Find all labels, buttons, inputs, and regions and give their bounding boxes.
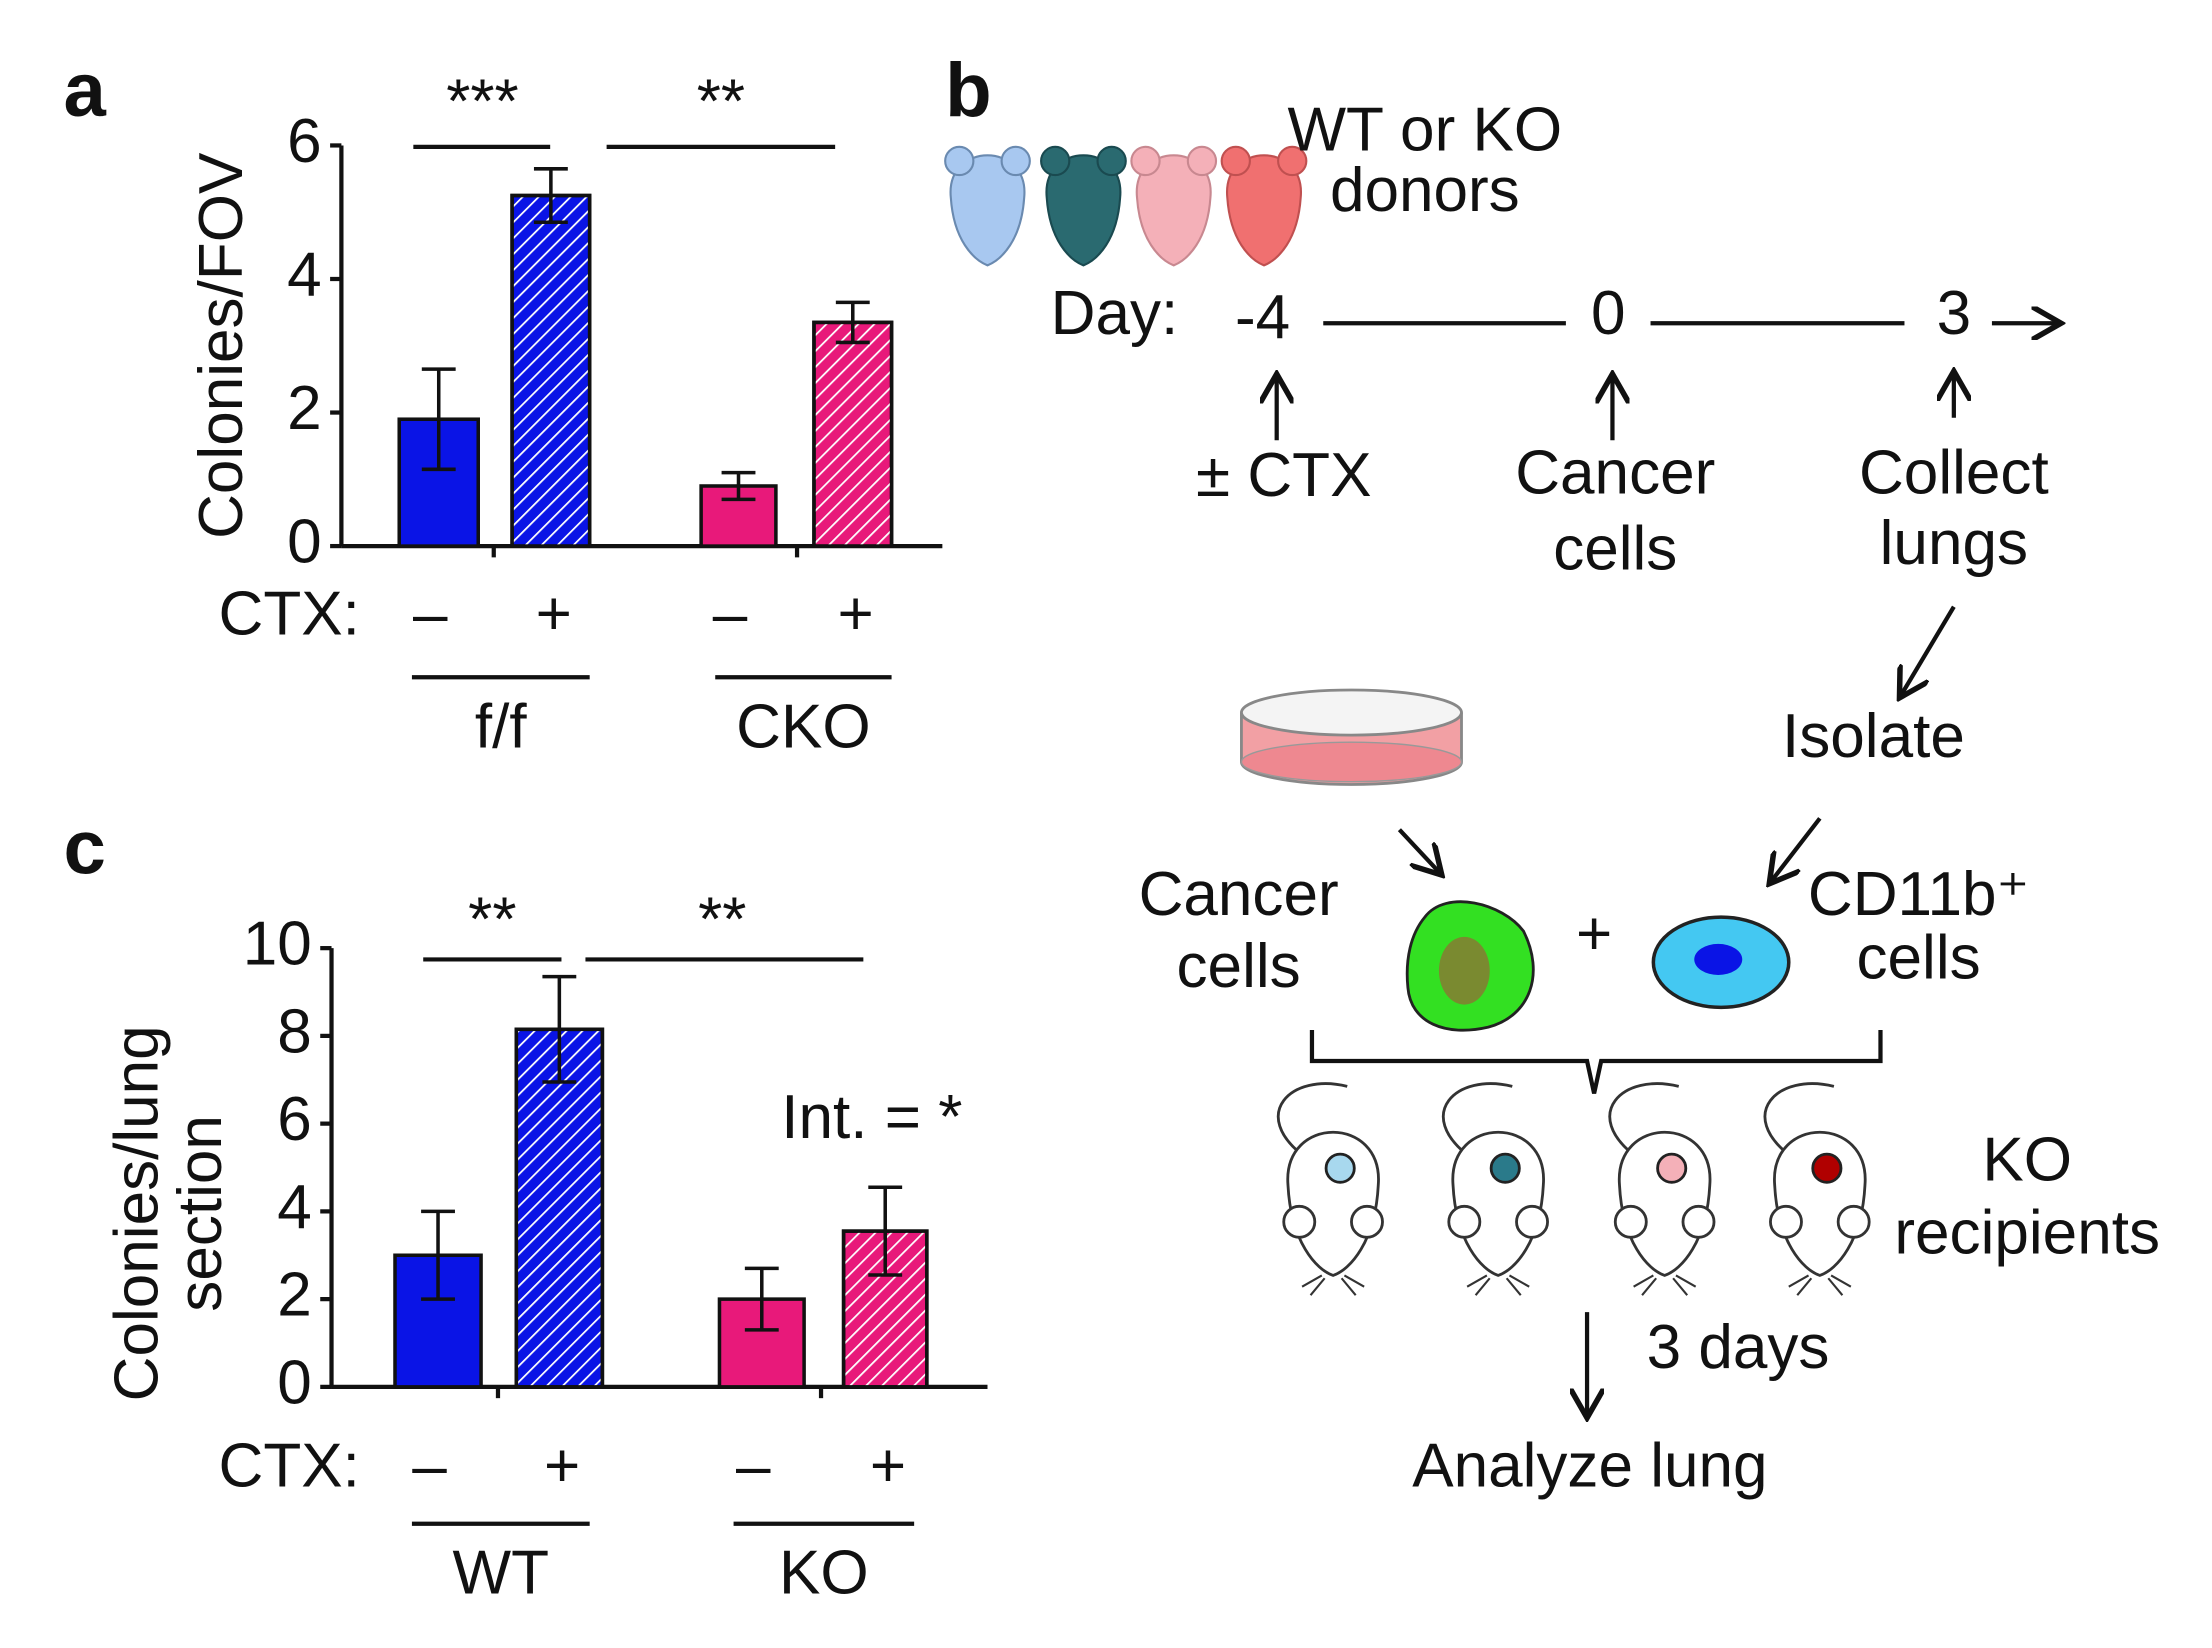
culture-dish bbox=[1240, 688, 1463, 786]
bar-hatch bbox=[510, 193, 592, 548]
x-tick-label: – bbox=[412, 1431, 447, 1500]
error-bar bbox=[721, 470, 756, 502]
recipients-label: KO bbox=[1982, 1125, 2072, 1194]
error-bar bbox=[868, 1185, 903, 1277]
donors-label: donors bbox=[1330, 156, 1520, 225]
recipient-mice bbox=[1276, 1082, 1871, 1297]
cancer-cell bbox=[1405, 900, 1535, 1032]
y-tick-label: 10 bbox=[243, 910, 312, 979]
cd11b-label: CD11b⁺ bbox=[1808, 860, 2029, 929]
step-label: Cancer bbox=[1515, 438, 1715, 507]
cancer-cells-label: cells bbox=[1177, 932, 1301, 1001]
plus: + bbox=[1576, 900, 1612, 969]
group-label: f/f bbox=[475, 692, 527, 761]
y-tick-label: 6 bbox=[287, 107, 322, 176]
significance-label: ** bbox=[698, 886, 746, 955]
error-bar bbox=[744, 1266, 779, 1332]
error-bar bbox=[421, 1209, 455, 1301]
step-label: ± CTX bbox=[1196, 441, 1371, 510]
step-label: lungs bbox=[1880, 509, 2028, 578]
arrow bbox=[1772, 817, 1822, 880]
bar-hatch bbox=[514, 1027, 605, 1389]
y-tick-label: 6 bbox=[277, 1085, 312, 1154]
bar-hatch bbox=[812, 320, 894, 548]
error-bar bbox=[542, 974, 577, 1084]
annotation: Int. = * bbox=[781, 1083, 962, 1152]
error-bar bbox=[835, 300, 870, 345]
y-axis-label: Colonies/lung bbox=[102, 1025, 171, 1401]
y-tick-label: 8 bbox=[277, 997, 312, 1066]
day: 3 bbox=[1937, 279, 1972, 348]
duration-label: 3 days bbox=[1647, 1313, 1830, 1382]
x-tick-label: + bbox=[544, 1431, 580, 1500]
day-label: Day: bbox=[1051, 279, 1179, 348]
day: -4 bbox=[1235, 283, 1290, 352]
x-tick-label: + bbox=[870, 1431, 906, 1500]
error-bar bbox=[421, 367, 456, 472]
significance-label: ** bbox=[468, 886, 516, 955]
error-bar bbox=[533, 167, 568, 224]
significance-label: *** bbox=[446, 67, 518, 136]
step-label: cells bbox=[1553, 515, 1677, 584]
donor-mice bbox=[944, 145, 1308, 267]
donors-label: WT or KO bbox=[1287, 96, 1562, 165]
y-tick-label: 2 bbox=[287, 374, 322, 443]
panel-label: b bbox=[945, 48, 992, 133]
step-label: Collect bbox=[1859, 438, 2049, 507]
y-tick-label: 2 bbox=[277, 1261, 312, 1330]
panel-label: c bbox=[63, 806, 105, 891]
y-axis-label: section bbox=[166, 1115, 235, 1312]
day: 0 bbox=[1591, 279, 1626, 348]
arrow bbox=[1397, 828, 1439, 872]
x-tick-label: – bbox=[713, 579, 748, 648]
x-tick-label: – bbox=[736, 1431, 771, 1500]
cancer-cells-label: Cancer bbox=[1139, 860, 1339, 929]
y-axis-label: Colonies/FOV bbox=[187, 152, 256, 539]
y-tick-label: 0 bbox=[287, 507, 322, 576]
y-tick-label: 0 bbox=[277, 1348, 312, 1417]
analyze-label: Analyze lung bbox=[1412, 1431, 1767, 1500]
group-label: WT bbox=[453, 1539, 550, 1608]
x-prefix: CTX: bbox=[219, 579, 360, 648]
isolate-label: Isolate bbox=[1782, 702, 1965, 771]
brace bbox=[1309, 1029, 1883, 1094]
y-tick-label: 4 bbox=[287, 240, 322, 309]
x-tick-label: – bbox=[413, 579, 448, 648]
cd11b-cell bbox=[1651, 915, 1791, 1010]
x-tick-label: + bbox=[536, 579, 572, 648]
significance-label: ** bbox=[697, 67, 745, 136]
y-tick-label: 4 bbox=[277, 1173, 312, 1242]
arrow bbox=[1902, 605, 1956, 694]
cd11b-label: cells bbox=[1856, 924, 1980, 993]
x-tick-label: + bbox=[837, 579, 873, 648]
panel-label: a bbox=[63, 48, 106, 133]
x-prefix: CTX: bbox=[219, 1431, 360, 1500]
recipients-label: recipients bbox=[1894, 1199, 2160, 1268]
group-label: KO bbox=[779, 1539, 869, 1608]
group-label: CKO bbox=[736, 692, 871, 761]
